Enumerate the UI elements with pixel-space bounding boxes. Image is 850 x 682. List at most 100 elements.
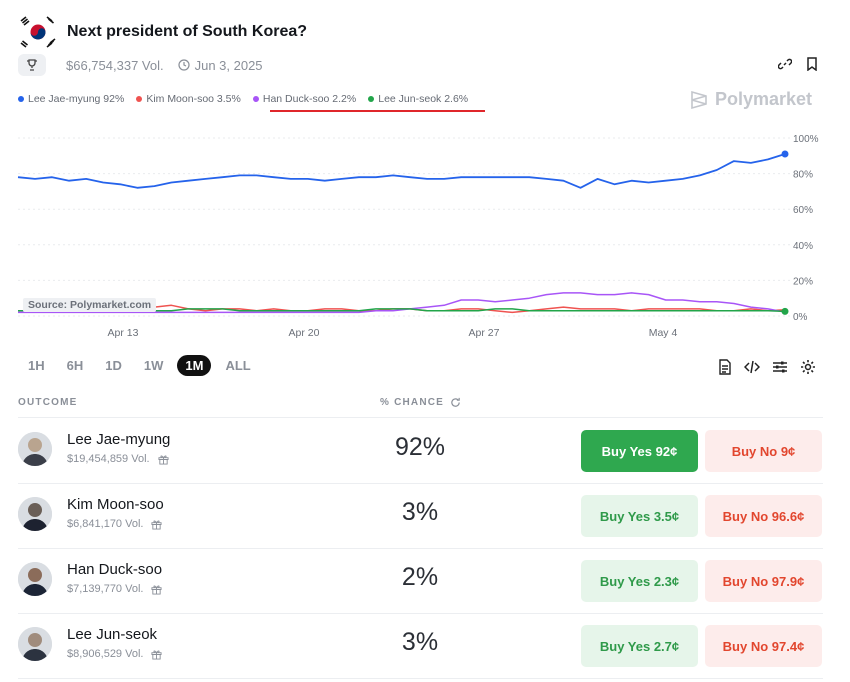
- candidate-volume: $6,841,170 Vol.: [67, 518, 163, 530]
- chart-source-label: Source: Polymarket.com: [23, 298, 157, 312]
- candidate-name[interactable]: Kim Moon-soo: [67, 496, 164, 513]
- divider: [18, 417, 823, 418]
- bookmark-icon[interactable]: [806, 56, 818, 74]
- outcome-row[interactable]: Han Duck-soo $7,139,770 Vol. 2% Buy Yes 2.3…: [18, 548, 823, 613]
- legend-label: Lee Jun-seok 2.6%: [378, 93, 469, 105]
- series-endpoint: [781, 307, 789, 315]
- polymarket-logo-icon: [691, 90, 707, 109]
- time-range-selector: 1H 6H 1D 1W 1M ALL: [20, 355, 259, 376]
- candidate-volume: $19,454,859 Vol.: [67, 453, 169, 465]
- gift-icon[interactable]: [151, 584, 163, 595]
- chance-column-label: % CHANCE: [380, 397, 445, 408]
- legend-dot: [252, 96, 259, 102]
- divider: [18, 548, 823, 549]
- time-range-6h[interactable]: 6H: [66, 358, 84, 373]
- legend-label: Han Duck-soo 2.2%: [262, 93, 357, 105]
- candidate-avatar: [18, 497, 52, 531]
- y-tick-label: 60%: [793, 205, 813, 216]
- settings-gear-icon[interactable]: [800, 359, 816, 380]
- buy-yes-button[interactable]: Buy Yes 2.7¢: [581, 625, 698, 667]
- outcome-column-header: OUTCOME: [18, 397, 78, 408]
- y-tick-label: 80%: [793, 170, 813, 181]
- time-range-1h[interactable]: 1H: [28, 358, 45, 373]
- series-line-han-duck-soo: [18, 292, 786, 314]
- candidate-volume-text: $19,454,859 Vol.: [67, 453, 150, 465]
- end-date-text: Jun 3, 2025: [194, 57, 263, 73]
- gift-icon[interactable]: [158, 454, 169, 465]
- chance-value: 3%: [401, 628, 439, 656]
- price-chart[interactable]: 100% 80% 60% 40% 20% 0% Apr 13 Apr 20 Apr 27 May …: [0, 128, 850, 343]
- highlight-underline: [270, 110, 485, 112]
- x-tick-label: Apr 20: [289, 327, 320, 339]
- chance-value: 3%: [401, 498, 439, 526]
- document-icon[interactable]: [718, 359, 732, 380]
- sliders-icon[interactable]: [772, 359, 788, 380]
- chart-tools: [718, 359, 816, 380]
- buy-no-button[interactable]: Buy No 96.6¢: [705, 495, 822, 537]
- chance-column-header: % CHANCE: [380, 397, 461, 408]
- buy-yes-button[interactable]: Buy Yes 92¢: [581, 430, 698, 472]
- candidate-volume-text: $7,139,770 Vol.: [67, 583, 144, 595]
- divider: [18, 483, 823, 484]
- series-endpoint: [781, 150, 789, 158]
- market-meta: $66,754,337 Vol. Jun 3, 2025: [18, 54, 818, 76]
- candidate-avatar: [18, 432, 52, 466]
- divider: [18, 613, 823, 614]
- series-line-lee-jae-myung: [17, 153, 786, 189]
- candidate-avatar: [18, 627, 52, 661]
- legend-item[interactable]: Lee Jun-seok 2.6%: [368, 93, 468, 105]
- outcome-row[interactable]: Lee Jae-myung $19,454,859 Vol. 92% Buy Yes …: [18, 418, 823, 483]
- buy-no-button[interactable]: Buy No 9¢: [705, 430, 822, 472]
- legend-dot: [136, 96, 143, 102]
- legend-item[interactable]: Han Duck-soo 2.2%: [252, 93, 357, 105]
- candidate-name[interactable]: Lee Jae-myung: [67, 431, 171, 448]
- time-range-1d[interactable]: 1D: [105, 358, 122, 373]
- clock-icon: [177, 59, 190, 71]
- brand-name: Polymarket: [715, 89, 813, 109]
- outcome-row[interactable]: Kim Moon-soo $6,841,170 Vol. 3% Buy Yes 3.5…: [18, 483, 823, 548]
- candidate-volume-text: $6,841,170 Vol.: [67, 518, 144, 530]
- outcome-row[interactable]: Lee Jun-seok $8,906,529 Vol. 3% Buy Yes 2.7…: [18, 613, 823, 678]
- buy-yes-button[interactable]: Buy Yes 2.3¢: [581, 560, 698, 602]
- gift-icon[interactable]: [151, 649, 163, 660]
- x-tick-label: May 4: [649, 327, 678, 339]
- link-icon[interactable]: [777, 57, 793, 74]
- time-range-all[interactable]: ALL: [225, 358, 251, 373]
- market-title: Next president of South Korea?: [67, 23, 308, 40]
- legend-dot: [18, 96, 24, 102]
- candidate-volume-text: $8,906,529 Vol.: [67, 648, 144, 660]
- legend-dot: [368, 96, 375, 102]
- legend-label: Lee Jae-myung 92%: [28, 93, 125, 105]
- candidate-volume: $7,139,770 Vol.: [67, 583, 163, 595]
- divider: [18, 678, 823, 679]
- candidate-name[interactable]: Lee Jun-seok: [67, 626, 158, 643]
- legend-item[interactable]: Kim Moon-soo 3.5%: [136, 93, 241, 105]
- time-range-1m[interactable]: 1M: [177, 355, 212, 376]
- y-tick-label: 0%: [793, 312, 808, 323]
- refresh-icon[interactable]: [450, 397, 461, 408]
- x-tick-label: Apr 27: [469, 327, 500, 339]
- market-volume: $66,754,337 Vol.: [66, 57, 164, 73]
- y-tick-label: 40%: [793, 241, 813, 252]
- brand-watermark: Polymarket: [689, 89, 812, 110]
- embed-code-icon[interactable]: [743, 359, 761, 380]
- chance-value: 92%: [395, 433, 446, 461]
- buy-yes-button[interactable]: Buy Yes 3.5¢: [581, 495, 698, 537]
- legend-item[interactable]: Lee Jae-myung 92%: [18, 93, 124, 105]
- chance-value: 2%: [401, 563, 439, 591]
- buy-no-button[interactable]: Buy No 97.9¢: [705, 560, 822, 602]
- x-tick-label: Apr 13: [108, 327, 139, 339]
- legend-label: Kim Moon-soo 3.5%: [146, 93, 241, 105]
- y-tick-label: 20%: [793, 276, 813, 287]
- y-tick-label: 100%: [793, 134, 819, 145]
- end-date: Jun 3, 2025: [177, 57, 263, 73]
- buy-no-button[interactable]: Buy No 97.4¢: [705, 625, 822, 667]
- candidate-name[interactable]: Han Duck-soo: [67, 561, 163, 578]
- gift-icon[interactable]: [151, 519, 163, 530]
- south-korea-flag-icon: [18, 14, 58, 50]
- market-header: Next president of South Korea?: [18, 14, 307, 50]
- chart-legend: Lee Jae-myung 92% Kim Moon-soo 3.5% Han Du…: [18, 93, 468, 105]
- time-range-1w[interactable]: 1W: [143, 358, 164, 373]
- candidate-avatar: [18, 562, 52, 596]
- trophy-icon[interactable]: [18, 54, 46, 76]
